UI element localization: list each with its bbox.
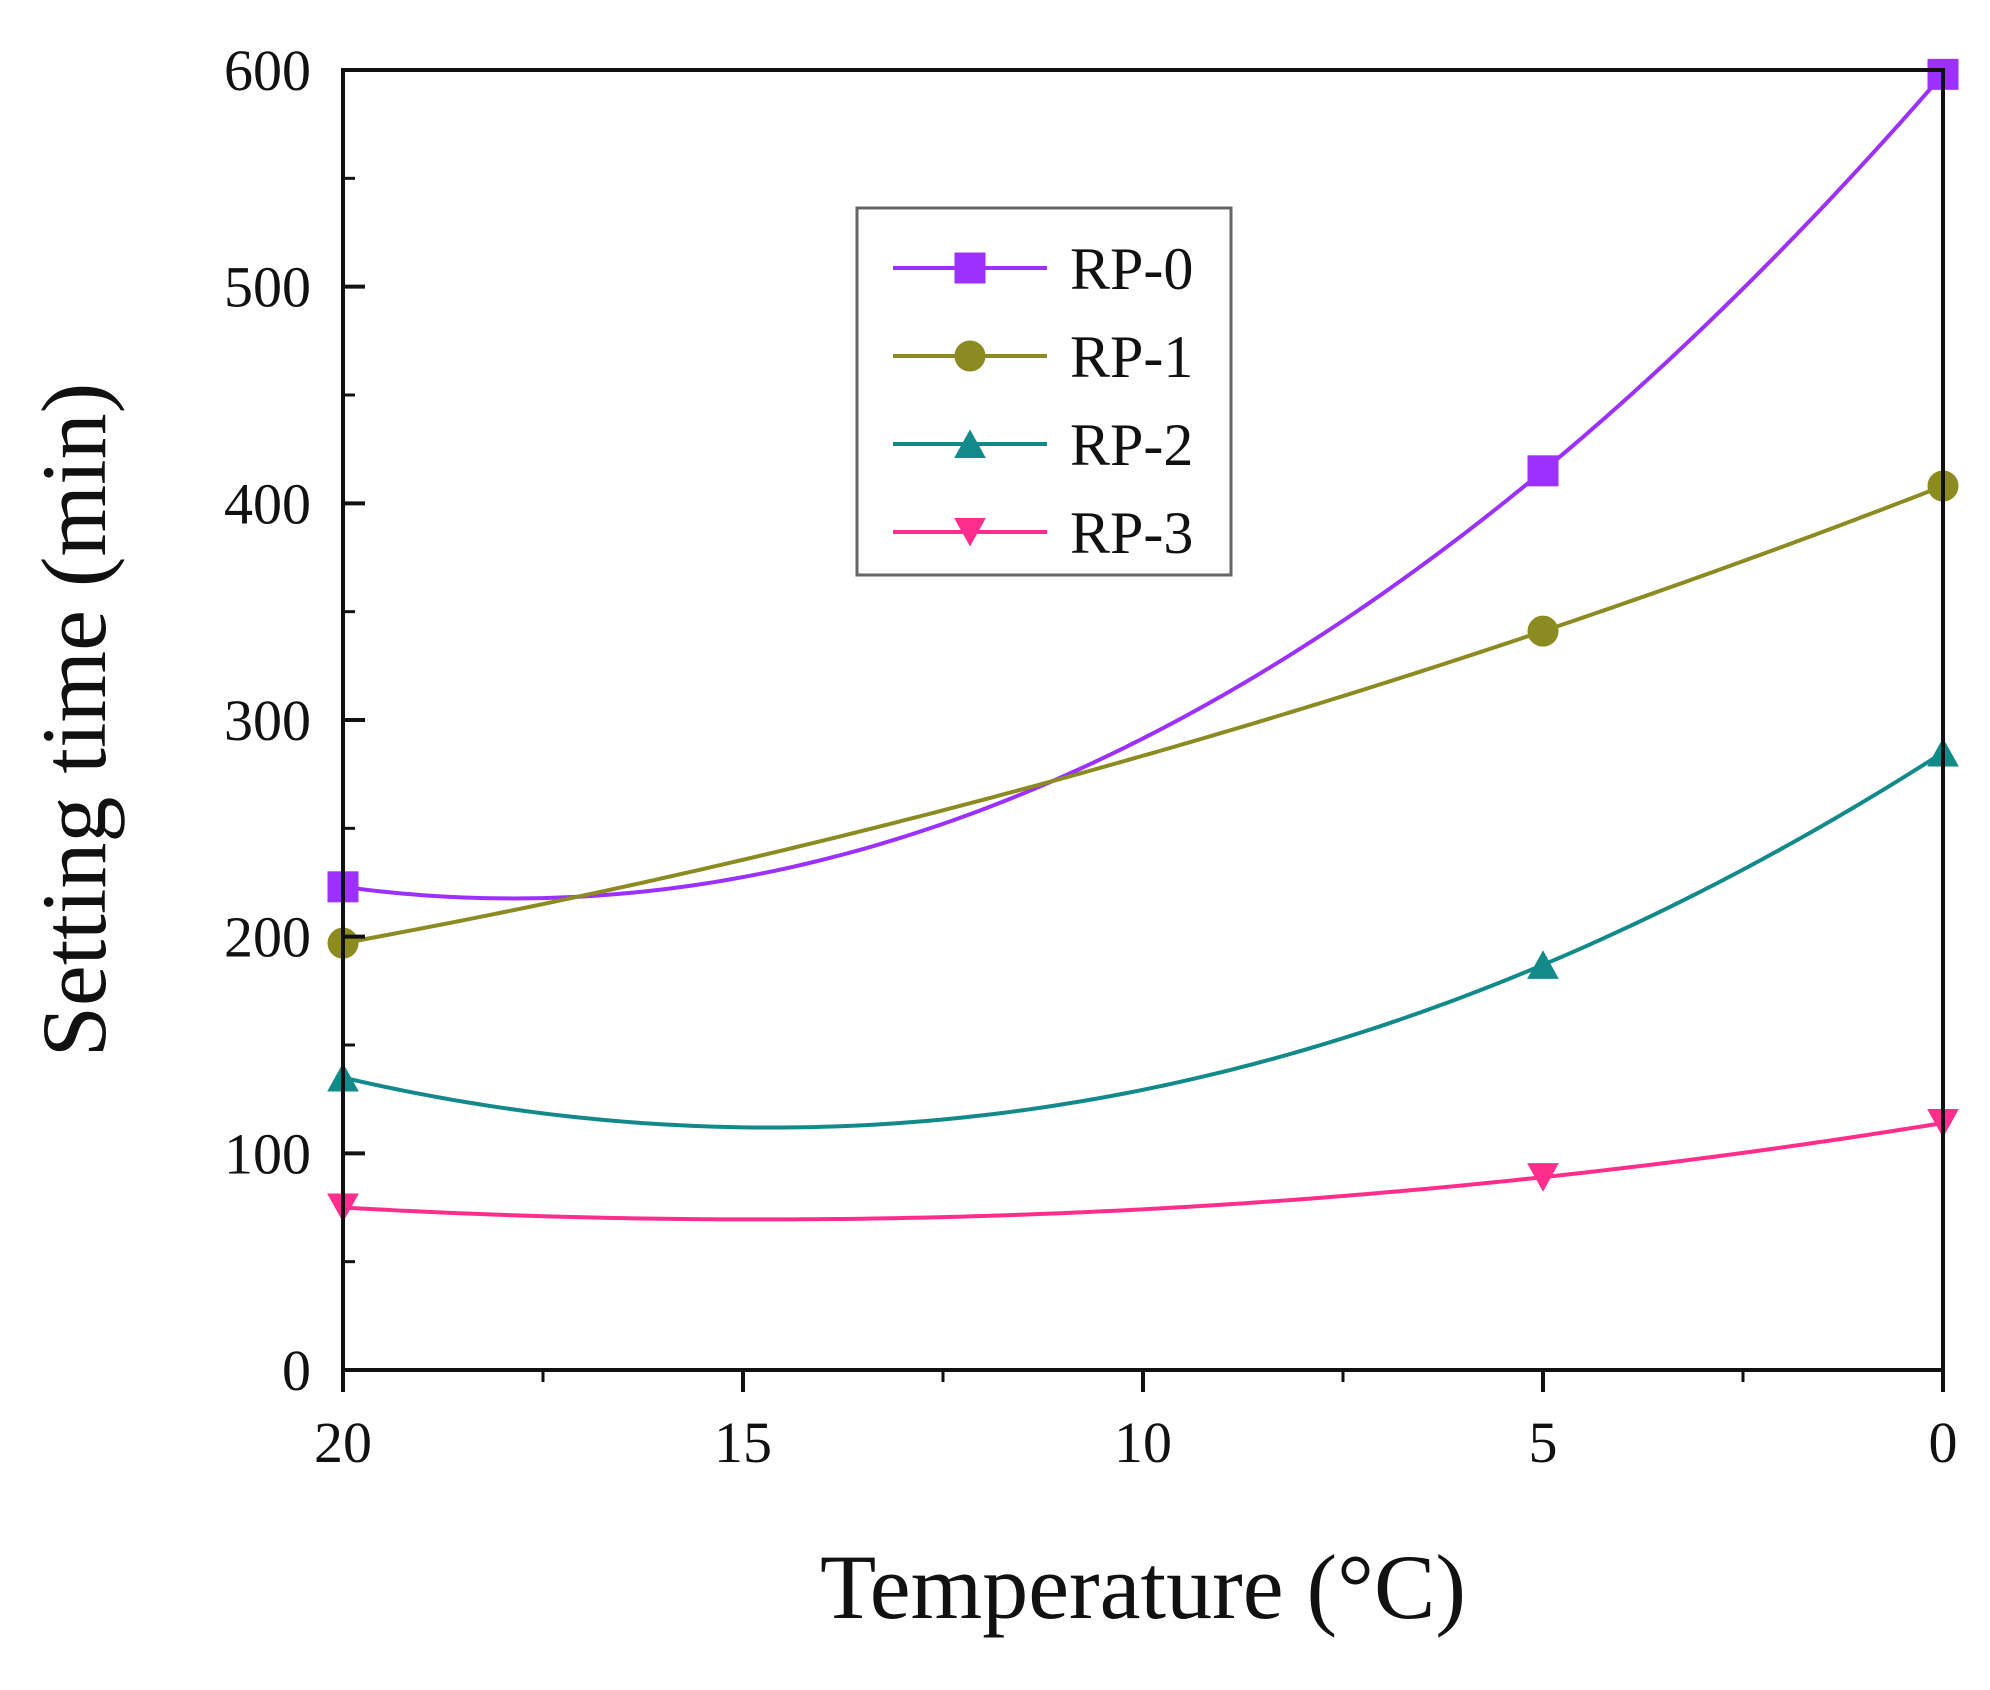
axes-layer: 0 100 200 300 400 500 600 20 15 10 5 0 bbox=[224, 38, 1958, 1475]
x-tick-label-10: 10 bbox=[1114, 1410, 1172, 1475]
point-rp-0-2 bbox=[1527, 455, 1559, 487]
legend-item-rp-0: RP-0 bbox=[893, 236, 1193, 302]
legend-label-rp-0: RP-0 bbox=[1070, 236, 1193, 302]
y-tick-label-200: 200 bbox=[224, 905, 311, 970]
point-rp-2-2 bbox=[1527, 950, 1559, 979]
legend-label-rp-1: RP-1 bbox=[1070, 324, 1193, 390]
y-tick-label-400: 400 bbox=[224, 471, 311, 536]
y-tick-label-100: 100 bbox=[224, 1121, 311, 1186]
series-line-rp-0 bbox=[341, 72, 1945, 901]
legend-item-rp-3: RP-3 bbox=[893, 500, 1193, 566]
legend-marker-rp-2 bbox=[954, 429, 986, 458]
x-tick-label-15: 15 bbox=[714, 1410, 772, 1475]
legend-marker-rp-0 bbox=[954, 252, 986, 284]
point-rp-1-2 bbox=[1527, 615, 1559, 647]
legend-label-rp-3: RP-3 bbox=[1070, 500, 1193, 566]
legend-item-rp-2: RP-2 bbox=[893, 412, 1193, 478]
x-tick-label-20: 20 bbox=[314, 1410, 372, 1475]
y-tick-label-300: 300 bbox=[224, 688, 311, 753]
y-tick-label-0: 0 bbox=[282, 1338, 311, 1403]
legend-marker-rp-3 bbox=[954, 518, 986, 547]
y-tick-label-600: 600 bbox=[224, 38, 311, 103]
y-axis-label: Setting time (min) bbox=[23, 383, 125, 1058]
legend-item-rp-1: RP-1 bbox=[893, 324, 1193, 390]
legend-items: RP-0 RP-1 RP-2 RP-3 bbox=[893, 236, 1193, 566]
series-line-rp-3 bbox=[341, 1121, 1945, 1222]
legend: RP-0 RP-1 RP-2 RP-3 bbox=[855, 206, 1233, 577]
series-line-rp-1 bbox=[341, 484, 1945, 946]
x-axis-label: Temperature (°C) bbox=[820, 1536, 1466, 1638]
legend-label-rp-2: RP-2 bbox=[1070, 412, 1193, 478]
series-line-rp-2 bbox=[341, 750, 1945, 1130]
x-tick-label-0: 0 bbox=[1929, 1410, 1958, 1475]
legend-marker-rp-1 bbox=[954, 340, 986, 372]
point-rp-3-2 bbox=[1527, 1163, 1559, 1192]
x-tick-label-5: 5 bbox=[1529, 1410, 1558, 1475]
y-tick-label-500: 500 bbox=[224, 255, 311, 320]
